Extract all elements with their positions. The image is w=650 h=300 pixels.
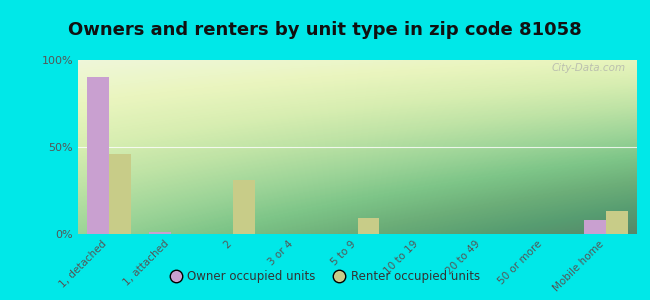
Legend: Owner occupied units, Renter occupied units: Owner occupied units, Renter occupied un… <box>165 266 485 288</box>
Text: City-Data.com: City-Data.com <box>552 64 626 74</box>
Bar <box>233 180 255 234</box>
Bar <box>87 77 109 234</box>
Text: Owners and renters by unit type in zip code 81058: Owners and renters by unit type in zip c… <box>68 21 582 39</box>
Bar <box>606 212 628 234</box>
Bar <box>584 220 606 234</box>
Bar <box>109 154 131 234</box>
Bar <box>150 232 171 234</box>
Bar <box>358 218 379 234</box>
